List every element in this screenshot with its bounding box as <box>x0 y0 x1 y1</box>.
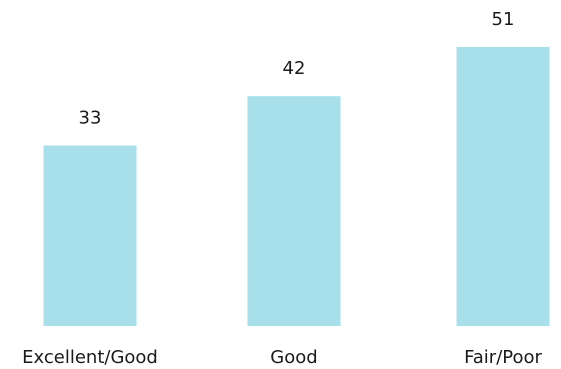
category-labels-group: Excellent/Good Good Fair/Poor <box>22 347 542 368</box>
category-label-2: Fair/Poor <box>464 347 542 368</box>
category-label-1: Good <box>270 347 317 368</box>
bar-0 <box>43 145 137 326</box>
bars-group <box>43 47 550 326</box>
bar-2 <box>456 47 550 326</box>
bar-value-label-2: 51 <box>492 9 515 30</box>
bar-value-label-1: 42 <box>283 58 306 79</box>
category-label-0: Excellent/Good <box>22 347 158 368</box>
value-labels-group: 33 42 51 <box>79 9 515 129</box>
bar-value-label-0: 33 <box>79 108 102 129</box>
bar-1 <box>247 96 341 326</box>
